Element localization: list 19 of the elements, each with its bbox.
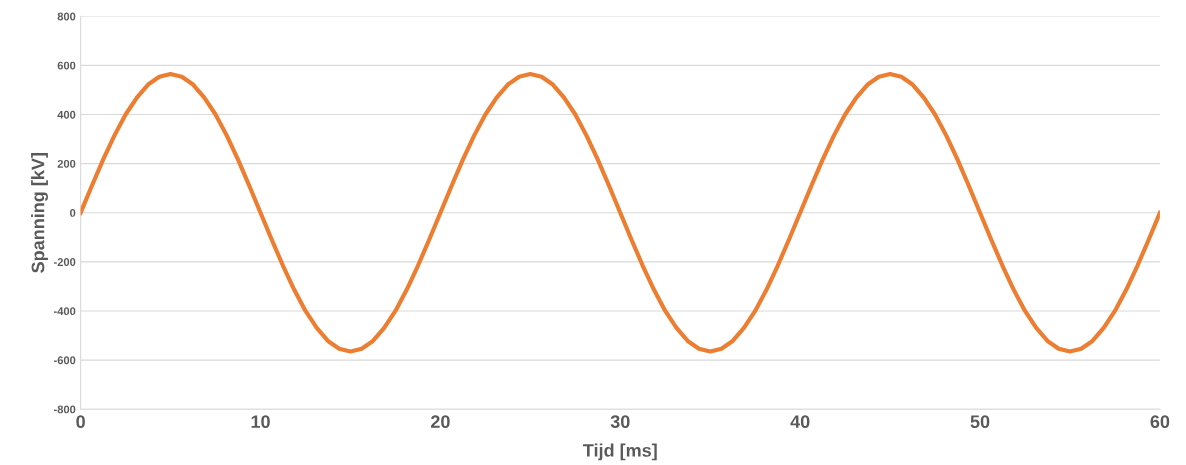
- y-tick-label: -600: [53, 356, 76, 365]
- x-tick-label: 20: [430, 415, 450, 429]
- x-tick-label: 50: [970, 415, 990, 429]
- y-tick-label: 0: [70, 209, 76, 217]
- x-tick-label: 0: [76, 415, 85, 429]
- y-tick-label: 800: [57, 12, 76, 21]
- y-tick-label: -800: [53, 405, 76, 414]
- x-tick-label: 30: [610, 415, 630, 429]
- line-series: [80, 71, 1160, 354]
- y-tick-label: 600: [57, 61, 76, 70]
- y-axis-title: Spanning [kV]: [31, 153, 48, 273]
- x-axis-title: Tijd [ms]: [583, 443, 657, 461]
- y-tick-label: 400: [57, 110, 76, 119]
- x-tick-label: 10: [251, 415, 270, 429]
- y-tick-label: -400: [53, 307, 76, 316]
- y-tick-label: 200: [57, 159, 76, 168]
- x-tick-label: 60: [1150, 415, 1170, 429]
- y-tick-label: -200: [53, 258, 76, 266]
- x-tick-label: 40: [790, 415, 810, 429]
